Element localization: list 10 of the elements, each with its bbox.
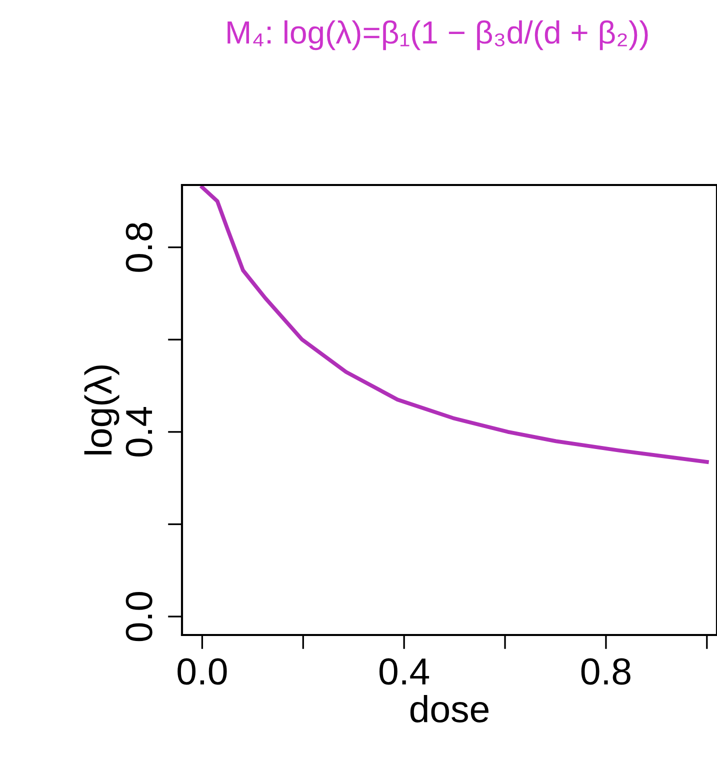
x-tick-label: 0.8 bbox=[581, 658, 630, 685]
y-tick-label: 0.4 bbox=[126, 406, 152, 457]
x-axis-title: dose bbox=[410, 694, 488, 722]
y-tick-label: 0.0 bbox=[126, 592, 152, 642]
y-axis-title: log(λ) bbox=[84, 365, 120, 454]
line-series bbox=[200, 185, 709, 464]
chart-title: M₄: log(λ)=β₁(1 − β₃d/(d + β₂)) bbox=[228, 20, 648, 50]
x-tick-label: 0.0 bbox=[178, 658, 227, 685]
y-tick-label: 0.8 bbox=[126, 222, 152, 272]
x-tick-label: 0.4 bbox=[379, 658, 430, 685]
